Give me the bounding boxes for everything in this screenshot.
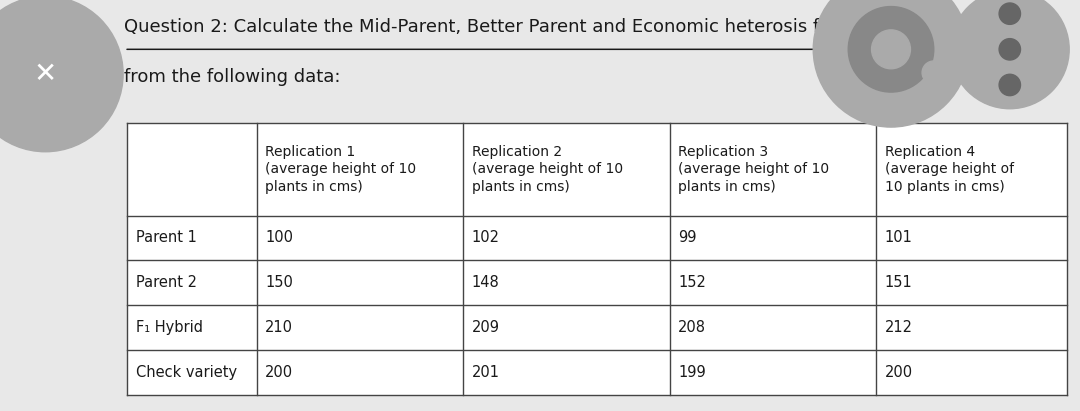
Text: 199: 199 bbox=[678, 365, 706, 380]
Text: Replication 4
(average height of
10 plants in cms): Replication 4 (average height of 10 plan… bbox=[885, 145, 1014, 194]
Text: Check variety: Check variety bbox=[136, 365, 238, 380]
Text: 151: 151 bbox=[885, 275, 913, 290]
Ellipse shape bbox=[813, 0, 969, 127]
Text: 212: 212 bbox=[885, 320, 913, 335]
Ellipse shape bbox=[999, 74, 1021, 96]
Text: 99: 99 bbox=[678, 231, 697, 245]
Ellipse shape bbox=[999, 39, 1021, 60]
Bar bbox=[127, 123, 1067, 395]
Ellipse shape bbox=[999, 3, 1021, 24]
Text: from the following data:: from the following data: bbox=[124, 68, 340, 86]
Text: 100: 100 bbox=[266, 231, 293, 245]
Text: Replication 3
(average height of 10
plants in cms): Replication 3 (average height of 10 plan… bbox=[678, 145, 829, 194]
Ellipse shape bbox=[922, 61, 945, 84]
Ellipse shape bbox=[848, 7, 934, 92]
Text: F₁ Hybrid: F₁ Hybrid bbox=[136, 320, 203, 335]
Text: 208: 208 bbox=[678, 320, 706, 335]
Text: 148: 148 bbox=[472, 275, 499, 290]
Text: ✕: ✕ bbox=[33, 60, 57, 88]
Ellipse shape bbox=[872, 30, 910, 69]
Text: 200: 200 bbox=[266, 365, 294, 380]
Text: Parent 2: Parent 2 bbox=[136, 275, 197, 290]
Text: 150: 150 bbox=[266, 275, 293, 290]
Text: 210: 210 bbox=[266, 320, 293, 335]
Text: 102: 102 bbox=[472, 231, 500, 245]
Text: 200: 200 bbox=[885, 365, 913, 380]
Text: 209: 209 bbox=[472, 320, 500, 335]
Text: 101: 101 bbox=[885, 231, 913, 245]
Ellipse shape bbox=[950, 0, 1069, 109]
Text: 201: 201 bbox=[472, 365, 500, 380]
Text: Parent 1: Parent 1 bbox=[136, 231, 197, 245]
Ellipse shape bbox=[0, 0, 123, 152]
Text: Replication 1
(average height of 10
plants in cms): Replication 1 (average height of 10 plan… bbox=[266, 145, 416, 194]
Text: Question 2: Calculate the Mid-Parent, Better Parent and Economic heterosis for p: Question 2: Calculate the Mid-Parent, Be… bbox=[124, 18, 953, 37]
Text: Replication 2
(average height of 10
plants in cms): Replication 2 (average height of 10 plan… bbox=[472, 145, 623, 194]
Text: 152: 152 bbox=[678, 275, 706, 290]
